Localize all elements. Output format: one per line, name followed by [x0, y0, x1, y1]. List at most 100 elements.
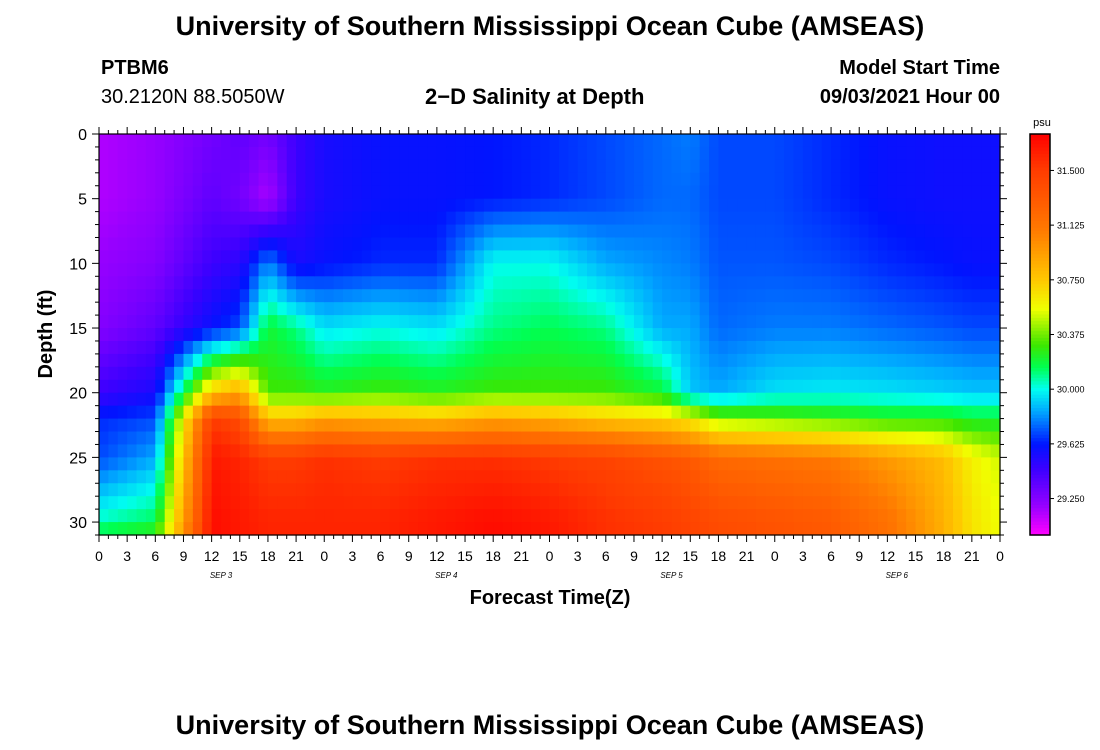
- heatmap-cell: [239, 172, 250, 187]
- heatmap-cell: [324, 522, 335, 536]
- heatmap-cell: [615, 522, 626, 536]
- heatmap-cell: [652, 315, 663, 329]
- heatmap-cell: [343, 418, 354, 433]
- heatmap-cell: [924, 289, 935, 303]
- heatmap-cell: [671, 250, 682, 264]
- heatmap-cell: [831, 496, 842, 510]
- heatmap-cell: [239, 444, 250, 458]
- heatmap-cell: [540, 289, 551, 303]
- heatmap-cell: [652, 418, 663, 433]
- heatmap-cell: [286, 159, 297, 174]
- heatmap-cell: [906, 340, 917, 355]
- heatmap-cell: [99, 340, 109, 355]
- x-tick-label: 6: [151, 548, 159, 564]
- heatmap-cell: [971, 224, 982, 239]
- heatmap-cell: [427, 328, 438, 342]
- heatmap-cell: [502, 483, 513, 497]
- heatmap-cell: [418, 457, 429, 471]
- heatmap-cell: [221, 224, 231, 239]
- heatmap-cell: [549, 237, 560, 252]
- heatmap-cell: [371, 431, 382, 446]
- heatmap-cell: [314, 198, 325, 213]
- heatmap-cell: [502, 185, 513, 200]
- heatmap-cell: [962, 522, 973, 536]
- colorbar-segment: [1030, 391, 1050, 396]
- heatmap-cell: [258, 328, 269, 342]
- heatmap-cell: [239, 134, 250, 148]
- heatmap-cell: [108, 302, 119, 316]
- heatmap-cell: [971, 172, 982, 187]
- heatmap-cell: [380, 172, 391, 187]
- heatmap-cell: [953, 289, 964, 303]
- heatmap-cell: [596, 302, 607, 316]
- heatmap-cell: [249, 185, 260, 200]
- heatmap-cell: [371, 340, 382, 355]
- heatmap-cell: [436, 353, 447, 368]
- heatmap-cell: [755, 483, 766, 497]
- heatmap-cell: [990, 146, 1001, 161]
- heatmap-cell: [230, 353, 241, 368]
- heatmap-cell: [737, 418, 748, 433]
- heatmap-cell: [924, 392, 935, 407]
- heatmap-cell: [145, 522, 156, 536]
- heatmap-cell: [277, 198, 288, 213]
- heatmap-cell: [202, 353, 213, 368]
- heatmap-cell: [183, 211, 194, 226]
- heatmap-cell: [680, 289, 691, 303]
- heatmap-cell: [136, 237, 147, 252]
- heatmap-cell: [277, 366, 288, 381]
- heatmap-cell: [239, 457, 250, 471]
- heatmap-cell: [202, 496, 213, 510]
- heatmap-cell: [568, 366, 579, 381]
- heatmap-cell: [145, 470, 156, 484]
- heatmap-cell: [746, 263, 757, 277]
- heatmap-cell: [868, 237, 879, 252]
- heatmap-cell: [530, 431, 541, 446]
- heatmap-cell: [746, 457, 757, 471]
- heatmap-cell: [530, 353, 541, 368]
- x-tick-label: 9: [405, 548, 413, 564]
- heatmap-cell: [784, 172, 795, 187]
- heatmap-cell: [474, 263, 485, 277]
- heatmap-cell: [183, 198, 194, 213]
- heatmap-cell: [277, 237, 288, 252]
- heatmap-cell: [108, 470, 119, 484]
- heatmap-cell: [164, 289, 175, 303]
- heatmap-cell: [474, 366, 485, 381]
- heatmap-cell: [286, 392, 297, 407]
- heatmap-cell: [690, 276, 701, 290]
- heatmap-cell: [699, 470, 710, 484]
- heatmap-cell: [831, 340, 842, 355]
- heatmap-cell: [343, 159, 354, 174]
- heatmap-cell: [596, 172, 607, 187]
- heatmap-cell: [371, 172, 382, 187]
- heatmap-cell: [483, 328, 494, 342]
- heatmap-cell: [849, 185, 860, 200]
- heatmap-cell: [577, 509, 588, 523]
- heatmap-cell: [793, 379, 804, 394]
- heatmap-cell: [474, 237, 485, 252]
- heatmap-cell: [755, 134, 766, 148]
- heatmap-cell: [174, 172, 185, 187]
- heatmap-cell: [296, 146, 307, 161]
- heatmap-cell: [774, 483, 785, 497]
- heatmap-cell: [924, 405, 935, 420]
- heatmap-cell: [127, 340, 138, 355]
- heatmap-cell: [258, 405, 269, 420]
- heatmap-cell: [361, 353, 372, 368]
- heatmap-cell: [643, 353, 654, 368]
- heatmap-cell: [465, 405, 476, 420]
- colorbar-segment: [1030, 174, 1050, 179]
- heatmap-cell: [99, 444, 109, 458]
- heatmap-cell: [718, 250, 729, 264]
- heatmap-cell: [474, 353, 485, 368]
- heatmap-cell: [314, 444, 325, 458]
- heatmap-cell: [455, 159, 466, 174]
- heatmap-cell: [99, 134, 109, 148]
- heatmap-cell: [821, 431, 832, 446]
- heatmap-cell: [511, 470, 522, 484]
- heatmap-cell: [314, 315, 325, 329]
- heatmap-cell: [474, 470, 485, 484]
- heatmap-cell: [643, 470, 654, 484]
- heatmap-cell: [906, 146, 917, 161]
